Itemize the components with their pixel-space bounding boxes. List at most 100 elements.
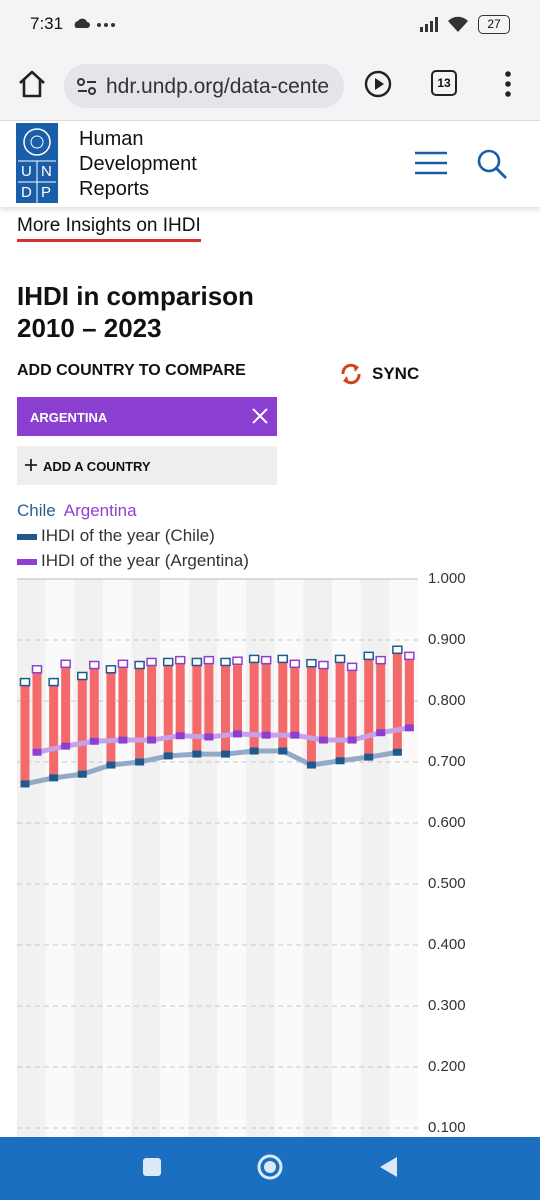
gap-bar (204, 660, 214, 737)
hdi-marker (260, 655, 272, 665)
hdi-marker (174, 655, 186, 665)
add-country-button[interactable]: ADD A COUNTRY (17, 446, 277, 485)
gap-bar (147, 661, 157, 741)
ihdi-marker (376, 729, 386, 737)
url-text: hdr.undp.org/data-cente (106, 75, 330, 98)
ihdi-marker (404, 724, 414, 732)
hdi-marker (105, 665, 117, 674)
ihdi-marker (221, 750, 230, 758)
insights-link[interactable]: More Insights on IHDI (17, 215, 201, 242)
logo-letter: N (41, 163, 52, 180)
ihdi-marker (306, 761, 316, 769)
logo-letter: P (41, 184, 52, 201)
gap-bar (32, 669, 42, 753)
hdi-marker (363, 651, 374, 661)
legend-country: Argentina (63, 501, 137, 520)
gap-bar (106, 669, 116, 766)
url-bar[interactable]: hdr.undp.org/data-cente (64, 64, 344, 108)
gap-bar (347, 666, 357, 741)
logo-letter: D (21, 184, 32, 201)
site-header: U N D P Human Development Reports (0, 121, 540, 207)
ihdi-marker (290, 731, 300, 739)
legend-entry: IHDI of the year (Chile) (17, 523, 249, 548)
hdi-marker (134, 660, 145, 670)
header-icons[interactable] (412, 147, 512, 181)
hdi-marker (162, 657, 174, 667)
y-tick-label: 0.100 (428, 1119, 466, 1136)
nav-buttons[interactable] (0, 1137, 540, 1200)
y-tick-label: 0.700 (428, 753, 466, 770)
remove-country[interactable] (251, 407, 269, 425)
hdi-marker (77, 671, 88, 681)
battery: 27 (478, 15, 510, 34)
gap-bar (335, 658, 345, 761)
y-tick-label: 0.900 (428, 631, 466, 648)
ihdi-marker (364, 753, 374, 761)
legend-swatch (17, 533, 37, 540)
ihdi-marker (335, 757, 345, 765)
gap-bar (278, 658, 288, 752)
compare-label: ADD COUNTRY TO COMPARE (17, 362, 246, 379)
ihdi-marker (192, 750, 202, 758)
navigation-bar (0, 1137, 540, 1200)
hdi-marker (277, 654, 289, 664)
ihdi-marker (118, 736, 128, 744)
hdi-marker (146, 657, 157, 667)
title-line: 2010 – 2023 (17, 313, 162, 343)
gap-bar (364, 655, 374, 758)
hdi-marker (248, 654, 260, 664)
ihdi-marker (392, 748, 402, 756)
legend-label: IHDI of the year (Chile) (41, 526, 215, 545)
country-chip[interactable]: ARGENTINA (17, 397, 277, 436)
hdi-marker (220, 657, 231, 667)
legend-label: IHDI of the year (Argentina) (41, 551, 249, 570)
gap-bar (49, 682, 59, 778)
y-tick-label: 0.500 (428, 875, 466, 892)
ihdi-marker (49, 774, 59, 782)
gap-bar (233, 660, 242, 734)
gap-bar (376, 660, 386, 733)
gap-bar (192, 661, 202, 755)
ihdi-marker (163, 752, 173, 760)
menu-button[interactable] (500, 68, 516, 100)
ihdi-marker (147, 736, 157, 744)
gap-bar (290, 663, 300, 736)
legend-countries: Chile Argentina (17, 498, 249, 523)
home-button[interactable] (16, 68, 48, 100)
add-country-label: ADD A COUNTRY (43, 459, 151, 474)
logo-graphic (18, 128, 56, 203)
ihdi-marker (32, 748, 42, 756)
hdi-marker (203, 655, 215, 665)
ihdi-marker (106, 761, 116, 769)
ihdi-line (36, 725, 410, 755)
legend: Chile Argentina IHDI of the year (Chile) IH… (17, 498, 249, 573)
plus-icon (25, 459, 37, 471)
site-name[interactable]: Human Development Reports (79, 127, 197, 202)
ihdi-marker (61, 742, 71, 750)
hdi-marker (48, 677, 59, 687)
hdi-marker (289, 659, 301, 669)
gap-bar (261, 660, 271, 736)
gap-bar (249, 658, 259, 752)
sync-label[interactable]: SYNC (372, 364, 420, 383)
site-name-line: Development (79, 153, 197, 175)
tab-count[interactable]: 13 (431, 70, 457, 96)
gap-bar (404, 655, 414, 728)
sync-icon[interactable] (338, 360, 364, 388)
chart: 1.000 0.900 0.800 0.700 0.600 0.500 0.400 0.300… (17, 570, 466, 1197)
y-tick-label: 0.600 (428, 814, 466, 831)
hdi-marker (375, 655, 386, 665)
ihdi-marker (318, 736, 328, 744)
undp-logo[interactable]: U N D P (16, 123, 58, 203)
ihdi-line (24, 748, 398, 787)
gap-bar (61, 663, 71, 747)
title-line: IHDI in comparison (17, 281, 254, 311)
gap-bar (392, 649, 402, 753)
y-tick-label: 0.200 (428, 1058, 466, 1075)
hdi-marker (19, 677, 31, 687)
site-settings-icon[interactable] (76, 77, 98, 97)
play-button[interactable] (362, 68, 394, 100)
legend-entry: IHDI of the year (Argentina) (17, 548, 249, 573)
gap-bar (221, 661, 230, 755)
